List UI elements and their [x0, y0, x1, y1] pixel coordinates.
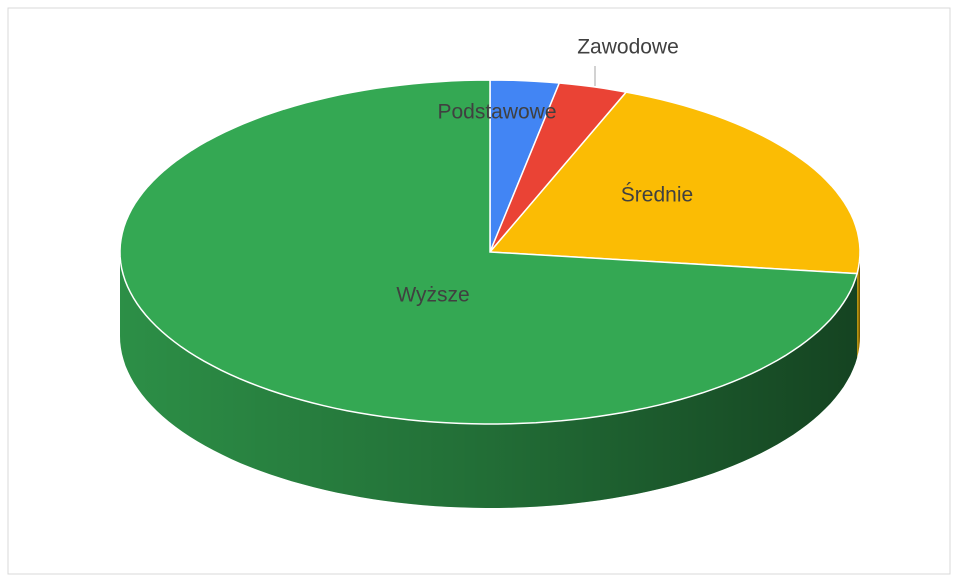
slice — [489, 82, 628, 253]
slice-label: Średnie — [621, 183, 693, 207]
slice-side-shade — [857, 252, 860, 358]
slice-label: Wyższe — [396, 284, 469, 307]
slice-label: Podstawowe — [437, 101, 556, 124]
slice-side-shade — [120, 252, 858, 508]
slice-label: Zawodowe — [577, 36, 679, 59]
slice — [119, 79, 859, 425]
slice — [488, 91, 861, 275]
